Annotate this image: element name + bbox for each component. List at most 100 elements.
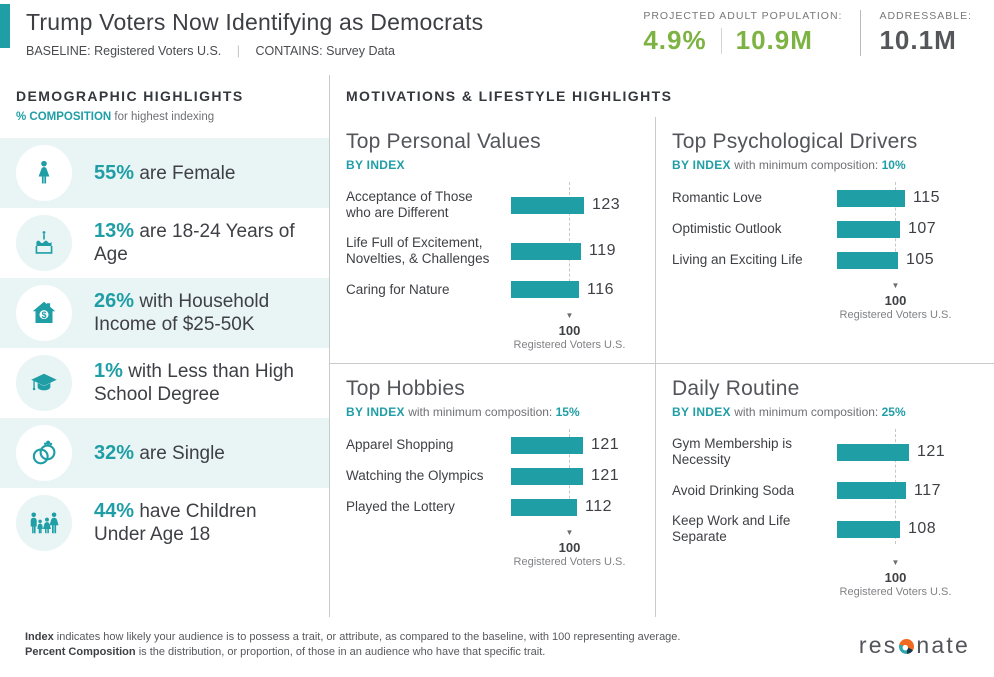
chart-row: Caring for Nature 116 <box>346 281 645 299</box>
bar-chart: Romantic Love 115 Optimistic Outlook 107 Liv… <box>672 182 984 321</box>
definitions-block: Index indicates how likely your audience… <box>25 630 680 661</box>
min-composition-label: with minimum composition: <box>408 405 553 419</box>
panel-title: Top Personal Values <box>346 130 541 153</box>
composition-label: % COMPOSITION <box>16 111 112 123</box>
demographic-description: with Household Income of $25-50K <box>94 291 270 335</box>
chart-row: Life Full of Excitement, Novelties, & Ch… <box>346 235 645 268</box>
baseline-caption: ▼ 100 Registered Voters U.S. <box>511 311 628 351</box>
logo-text-post: nate <box>916 632 970 658</box>
chart-panel-grid: Top Personal Values BY INDEX Acceptance of… <box>330 117 994 617</box>
by-index-label: BY INDEX <box>672 158 731 172</box>
house-income-icon: $ <box>16 285 72 341</box>
panel-title: Daily Routine <box>672 377 800 400</box>
composition-label-rest: for highest indexing <box>114 111 215 123</box>
index-value: 121 <box>591 467 620 484</box>
panel-byline: BY INDEX with minimum composition: 25% <box>672 405 984 419</box>
projected-percentage-value: 4.9% <box>643 25 707 55</box>
addressable-stat: ADDRESSABLE: 10.1M <box>879 10 972 56</box>
chart-row: Avoid Drinking Soda 117 <box>672 482 984 500</box>
demographic-percentage: 55% <box>94 161 135 184</box>
chart-row: Apparel Shopping 121 <box>346 436 645 454</box>
chart-row-label: Caring for Nature <box>346 281 450 297</box>
chart-row: Acceptance of Those who are Different 123 <box>346 189 645 222</box>
chart-row: Played the Lottery 112 <box>346 498 645 516</box>
index-value: 107 <box>908 220 937 237</box>
demographic-row: 44% have Children Under Age 18 <box>0 488 329 558</box>
stat-group-divider <box>860 10 862 56</box>
index-value: 119 <box>589 242 617 260</box>
index-value: 117 <box>914 481 942 499</box>
baseline-value: 100 <box>558 322 581 338</box>
bar-chart: Acceptance of Those who are Different 123… <box>346 182 645 351</box>
demographic-percentage: 1% <box>94 360 123 383</box>
report-header: Trump Voters Now Identifying as Democrat… <box>0 0 994 75</box>
index-value: 108 <box>908 520 937 538</box>
resonate-logo: res nate <box>859 632 970 659</box>
demographic-row: 55% are Female <box>0 138 329 208</box>
baseline-caption: ▼ 100 Registered Voters U.S. <box>837 557 954 598</box>
baseline-label: BASELINE: <box>26 44 91 58</box>
header-titles: Trump Voters Now Identifying as Democrat… <box>26 0 483 58</box>
header-accent-bar <box>0 4 10 48</box>
demographic-stat-text: 44% have Children Under Age 18 <box>94 499 329 547</box>
chart-row-label: Gym Membership is Necessity <box>672 436 793 468</box>
chart-row: Gym Membership is Necessity 121 <box>672 436 984 469</box>
baseline-value: 100 <box>884 569 907 585</box>
min-composition-label: with minimum composition: <box>734 158 879 172</box>
demographic-description: are 18-24 Years of Age <box>94 221 295 265</box>
family-icon <box>16 495 72 551</box>
baseline-value: 100 <box>884 293 907 308</box>
baseline-label: Registered Voters U.S. <box>513 556 626 568</box>
chart-row: Romantic Love 115 <box>672 189 984 207</box>
index-bar <box>511 467 583 485</box>
report-footer: Index indicates how likely your audience… <box>0 617 994 677</box>
chart-row: Optimistic Outlook 107 <box>672 220 984 238</box>
by-index-label: BY INDEX <box>346 405 405 419</box>
motivations-main: MOTIVATIONS & LIFESTYLE HIGHLIGHTS Top P… <box>330 75 994 617</box>
header-stats: PROJECTED ADULT POPULATION: 4.9% 10.9M A… <box>643 0 994 56</box>
contains-value: Survey Data <box>326 44 395 58</box>
index-value: 121 <box>917 443 946 461</box>
panel-byline: BY INDEX with minimum composition: 15% <box>346 405 645 419</box>
demographic-stat-text: 26% with Household Income of $25-50K <box>94 289 329 337</box>
page-subtitle: BASELINE: Registered Voters U.S. | CONTA… <box>26 44 483 58</box>
panel-top-hobbies: Top Hobbies BY INDEX with minimum composi… <box>330 364 656 617</box>
panel-daily-routine: Daily Routine BY INDEX with minimum compo… <box>656 364 994 617</box>
demographic-list: 55% are Female 13% are 18-24 Years of Age… <box>0 138 329 558</box>
svg-text:$: $ <box>42 310 47 320</box>
panel-top-psychological-drivers: Top Psychological Drivers BY INDEX with m… <box>656 117 994 364</box>
index-bar <box>511 242 581 260</box>
baseline-arrow-icon: ▼ <box>891 557 900 567</box>
demographic-row: 1% with Less than High School Degree <box>0 348 329 418</box>
bar-chart: Gym Membership is Necessity 121 Avoid Drin… <box>672 429 984 598</box>
min-composition-label: with minimum composition: <box>734 405 879 419</box>
index-value: 112 <box>585 498 613 515</box>
projected-population-label: PROJECTED ADULT POPULATION: <box>643 10 843 22</box>
chart-row-label: Acceptance of Those who are Different <box>346 189 473 221</box>
baseline-value: 100 <box>558 540 581 555</box>
addressable-value: 10.1M <box>879 25 957 55</box>
baseline-value: Registered Voters U.S. <box>94 44 222 58</box>
by-index-label: BY INDEX <box>346 158 405 172</box>
chart-row: Watching the Olympics 121 <box>346 467 645 485</box>
index-bar <box>511 498 577 516</box>
baseline-dashed-line <box>569 182 570 297</box>
birthday-cake-icon <box>16 215 72 271</box>
demographics-section-title: DEMOGRAPHIC HIGHLIGHTS <box>16 88 244 104</box>
percent-composition-definition: Percent Composition is the distribution,… <box>25 646 546 659</box>
index-value: 115 <box>913 189 941 206</box>
chart-row-label: Avoid Drinking Soda <box>672 482 795 498</box>
index-value: 105 <box>906 251 935 268</box>
index-bar <box>837 443 909 461</box>
demographic-sidebar: DEMOGRAPHIC HIGHLIGHTS % COMPOSITION for… <box>0 75 330 617</box>
chart-row-label: Watching the Olympics <box>346 467 484 483</box>
min-composition-value: 15% <box>555 405 580 419</box>
demographic-percentage: 26% <box>94 290 135 313</box>
subtitle-divider: | <box>236 44 240 58</box>
index-bar <box>837 520 900 538</box>
female-icon <box>16 145 72 201</box>
projected-count-value: 10.9M <box>735 25 813 55</box>
index-bar <box>837 220 900 238</box>
motivations-section-title: MOTIVATIONS & LIFESTYLE HIGHLIGHTS <box>346 88 673 104</box>
demographics-section-subtitle: % COMPOSITION for highest indexing <box>16 111 329 123</box>
